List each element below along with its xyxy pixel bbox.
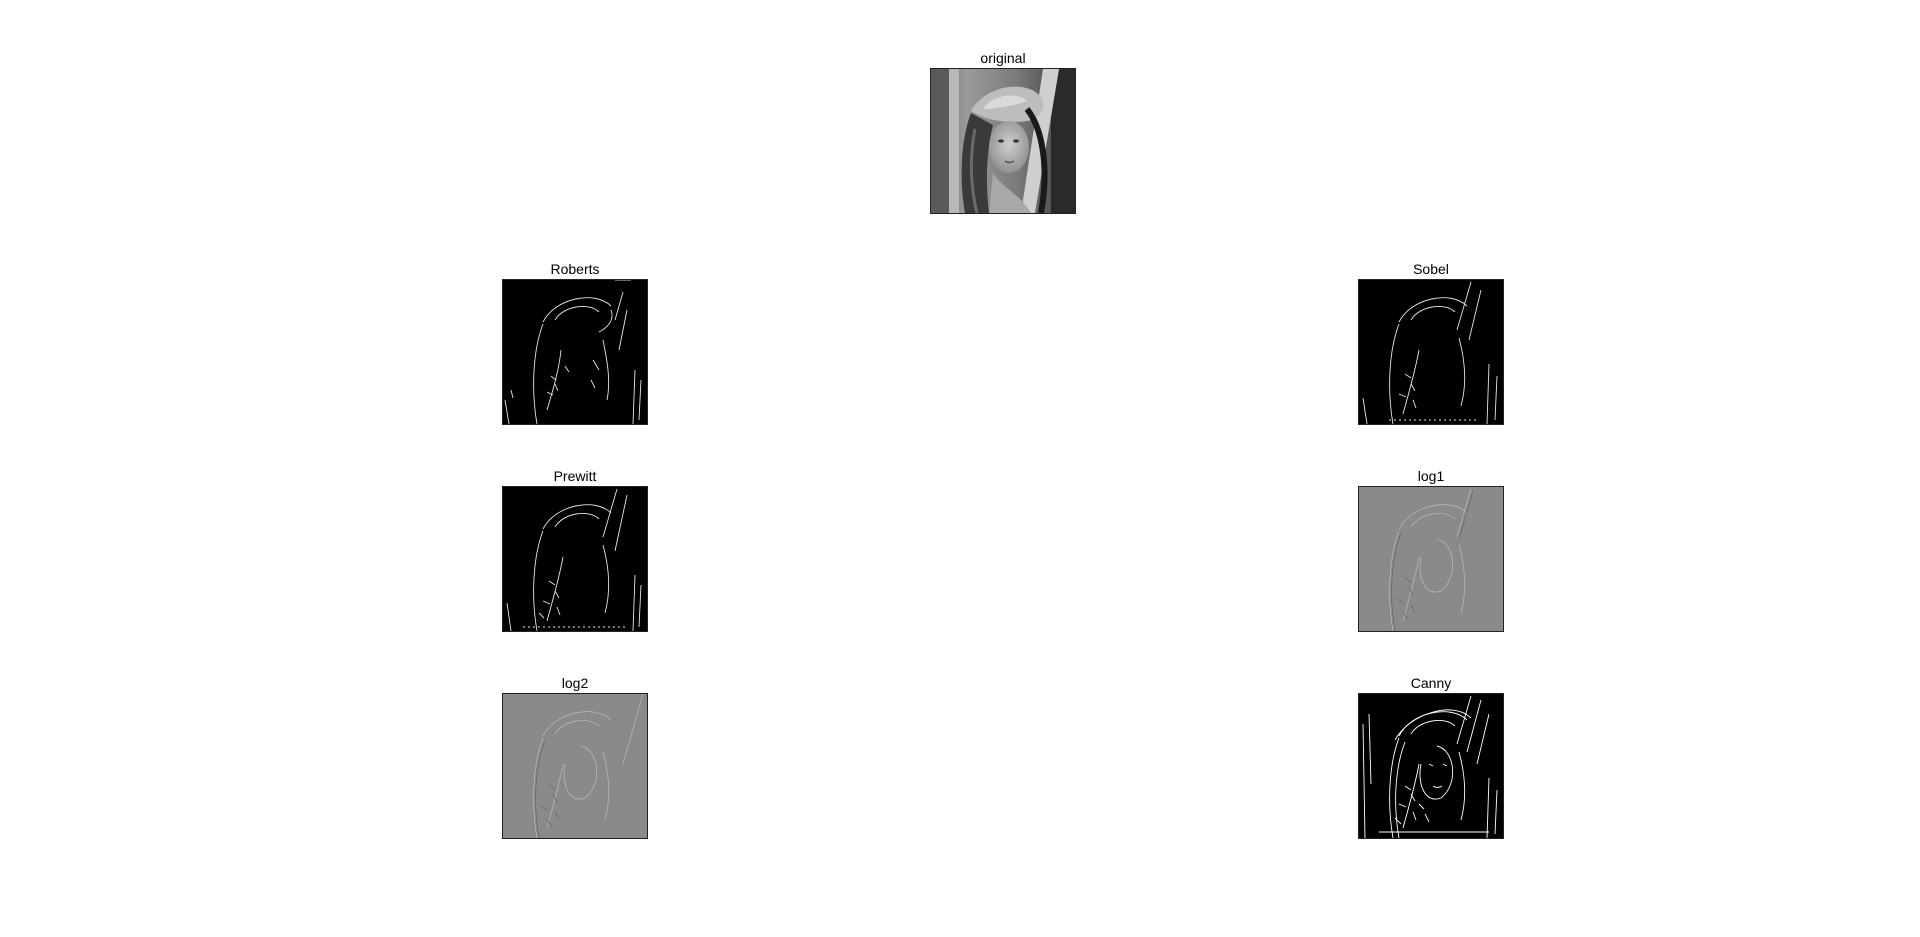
log-image bbox=[503, 694, 647, 838]
image-canny bbox=[1358, 693, 1504, 839]
subplot-title: Sobel bbox=[1413, 261, 1449, 277]
subplot-title: log1 bbox=[1417, 468, 1445, 484]
edge-image bbox=[1359, 694, 1503, 838]
subplot-title: Roberts bbox=[550, 261, 600, 277]
edge-image bbox=[503, 487, 647, 631]
subplot-title: log2 bbox=[561, 675, 589, 691]
log-image bbox=[1359, 487, 1503, 631]
image-original bbox=[930, 68, 1076, 214]
image-sobel bbox=[1358, 279, 1504, 425]
image-roberts bbox=[502, 279, 648, 425]
edge-image bbox=[1359, 280, 1503, 424]
image-log1 bbox=[1358, 486, 1504, 632]
image-log2 bbox=[502, 693, 648, 839]
edge-image bbox=[503, 280, 647, 424]
subplot-title: Canny bbox=[1410, 675, 1452, 691]
subplot-title: original bbox=[980, 50, 1026, 66]
subplot-title: Prewitt bbox=[553, 468, 597, 484]
image-prewitt bbox=[502, 486, 648, 632]
photo-image bbox=[931, 69, 1075, 213]
